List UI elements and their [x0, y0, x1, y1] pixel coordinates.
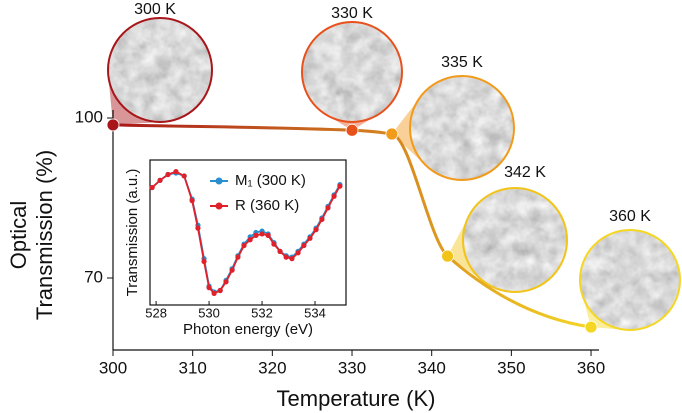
data-point	[345, 123, 359, 137]
inset-x-tick-label: 534	[304, 305, 326, 320]
inset-y-label: Transmission (a.u.)	[124, 169, 141, 297]
spectrum-point	[313, 227, 319, 233]
spectrum-point	[235, 254, 241, 260]
legend-label: M₁ (300 K)	[235, 172, 306, 189]
spectrum-point	[217, 287, 223, 294]
data-point	[584, 320, 598, 334]
spectrum-point	[173, 169, 179, 175]
temperature-label: 300 K	[134, 1, 176, 18]
spectrum-point	[181, 173, 187, 179]
spectrum-point	[337, 183, 343, 189]
spectrum-point	[307, 235, 313, 241]
spectrum-point	[223, 279, 229, 285]
y-tick-label: 70	[84, 267, 103, 286]
spectrum-point	[277, 248, 283, 254]
temperature-label: 342 K	[504, 164, 546, 181]
micrograph	[302, 22, 402, 122]
legend-label: R (360 K)	[235, 197, 299, 214]
spectrum-point	[149, 184, 155, 191]
x-tick-label: 350	[497, 358, 525, 377]
micrograph	[580, 230, 680, 330]
data-point	[106, 118, 120, 132]
inset-x-tick-label: 528	[145, 305, 167, 320]
spectrum-point	[206, 285, 212, 291]
data-point	[385, 127, 399, 141]
spectrum-point	[301, 242, 307, 249]
y-axis-label: Optical	[6, 201, 31, 269]
micrograph	[410, 76, 514, 180]
x-tick-label: 360	[577, 358, 605, 377]
temperature-label: 360 K	[609, 208, 651, 225]
y-axis-label: Transmission (%)	[32, 150, 57, 320]
spectrum-point	[295, 250, 301, 256]
x-tick-label: 340	[418, 358, 446, 377]
spectrum-point	[283, 254, 289, 260]
spectrum-point	[157, 177, 163, 183]
legend-marker	[215, 177, 223, 185]
spectrum-point	[259, 231, 265, 237]
spectrum-point	[247, 237, 253, 243]
x-tick-label: 330	[338, 358, 366, 377]
temperature-label: 330 K	[331, 5, 373, 22]
x-tick-label: 300	[99, 358, 127, 377]
spectrum-point	[325, 205, 331, 211]
micrograph-border	[107, 17, 213, 123]
spectrum-point	[165, 171, 171, 178]
inset-x-tick-label: 532	[251, 305, 273, 320]
x-axis-label: Temperature (K)	[277, 386, 436, 411]
data-point	[441, 249, 455, 263]
temperature-label: 335 K	[441, 54, 483, 71]
micrograph-border	[409, 75, 515, 181]
spectrum-point	[271, 241, 277, 247]
inset-x-tick-label: 530	[198, 305, 220, 320]
micrograph-border	[301, 21, 403, 123]
spectrum-point	[253, 232, 259, 238]
spectrum-point	[189, 198, 195, 204]
spectrum-point	[241, 242, 247, 249]
x-tick-label: 320	[258, 358, 286, 377]
micrograph-border	[462, 187, 568, 293]
spectrum-point	[319, 216, 325, 223]
spectrum-point	[211, 290, 217, 296]
spectrum-point	[195, 225, 201, 231]
micrograph-border	[579, 229, 681, 331]
x-tick-label: 310	[178, 358, 206, 377]
spectrum-point	[229, 267, 235, 273]
spectrum-point	[265, 232, 271, 238]
spectrum-point	[289, 256, 295, 262]
inset-x-label: Photon energy (eV)	[183, 321, 313, 338]
spectrum-point	[201, 258, 207, 265]
y-tick-label: 100	[75, 107, 103, 126]
legend-marker	[215, 202, 223, 210]
spectrum-point	[331, 193, 337, 199]
micrograph	[108, 18, 212, 122]
micrograph	[463, 188, 567, 292]
